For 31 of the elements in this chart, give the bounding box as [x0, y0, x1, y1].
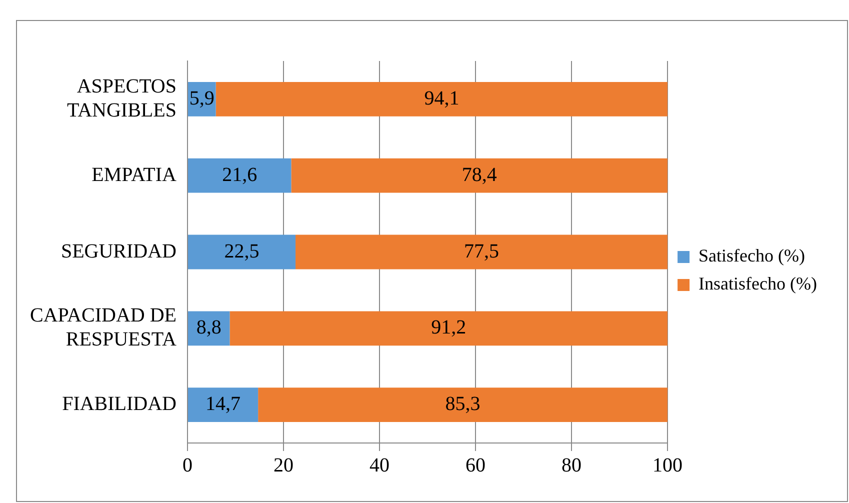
- data-label: 94,1: [424, 87, 460, 110]
- x-tick-label: 80: [562, 454, 582, 476]
- bar: [296, 234, 668, 270]
- x-tick-label: 20: [274, 454, 294, 476]
- bar: [188, 158, 292, 193]
- bar: [258, 388, 668, 422]
- bar: [188, 234, 296, 270]
- legend-label: Insatisfecho (%): [698, 274, 818, 294]
- data-label: 77,5: [464, 240, 500, 262]
- bar: [188, 388, 258, 422]
- data-label: 22,5: [224, 240, 260, 262]
- data-label: 85,3: [445, 393, 480, 416]
- data-label: 14,7: [206, 393, 241, 416]
- bar: [291, 158, 668, 193]
- x-tick-label: 40: [370, 454, 390, 476]
- y-tick-label: ASPECTOS TANGIBLES: [66, 75, 177, 122]
- data-label: 8,8: [196, 316, 222, 339]
- y-tick-label: EMPATIA: [92, 164, 178, 186]
- data-label: 91,2: [431, 316, 466, 339]
- bar: [216, 82, 668, 116]
- bar: [230, 311, 668, 346]
- legend-label: Satisfecho (%): [698, 246, 806, 266]
- x-tick-label: 60: [466, 454, 486, 476]
- x-tick-label: 0: [182, 454, 193, 476]
- y-tick-label: CAPACIDAD DE RESPUESTA: [30, 304, 178, 351]
- x-tick-label: 100: [652, 454, 683, 476]
- data-label: 21,6: [222, 164, 258, 186]
- data-label: 5,9: [189, 87, 214, 110]
- y-tick-label: FIABILIDAD: [62, 393, 177, 416]
- data-label: 78,4: [462, 164, 497, 186]
- y-tick-label: SEGURIDAD: [60, 240, 177, 262]
